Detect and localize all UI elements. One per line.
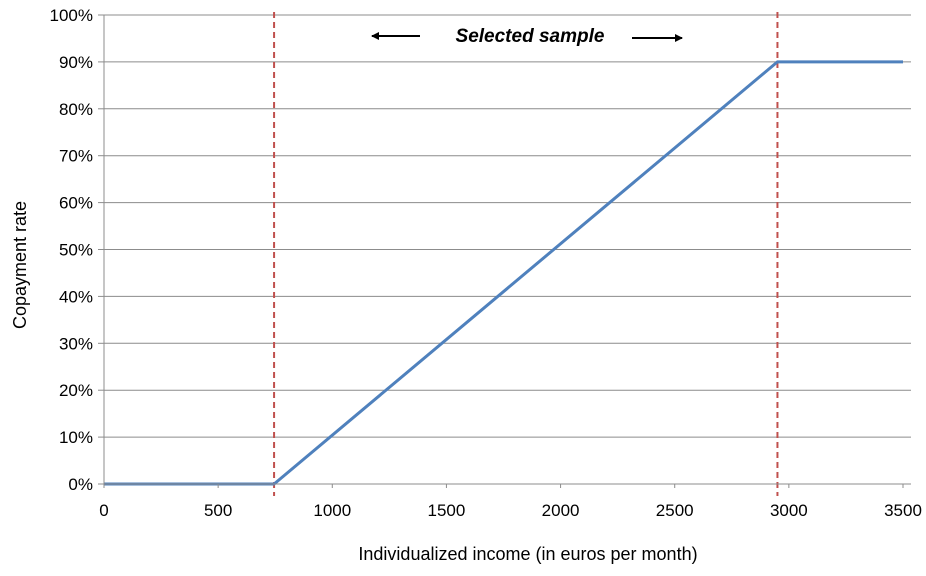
y-tick-label: 100% xyxy=(50,6,93,25)
y-tick-label: 80% xyxy=(59,100,93,119)
x-tick-label: 1000 xyxy=(313,501,351,520)
y-tick-label: 30% xyxy=(59,334,93,353)
y-tick-label: 60% xyxy=(59,194,93,213)
axes xyxy=(98,15,911,488)
x-tick-label: 500 xyxy=(204,501,232,520)
y-tick-label: 10% xyxy=(59,428,93,447)
y-tick-label: 40% xyxy=(59,287,93,306)
x-tick-label: 3000 xyxy=(770,501,808,520)
y-axis-title: Copayment rate xyxy=(10,201,30,329)
copayment-series-line xyxy=(104,62,903,484)
x-axis-title: Individualized income (in euros per mont… xyxy=(358,544,697,564)
x-tick-label: 1500 xyxy=(428,501,466,520)
x-tick-label: 2500 xyxy=(656,501,694,520)
gridlines xyxy=(104,15,911,437)
y-tick-label: 0% xyxy=(68,475,93,494)
x-tick-label: 2000 xyxy=(542,501,580,520)
y-tick-label: 50% xyxy=(59,241,93,260)
x-tick-label: 0 xyxy=(99,501,108,520)
sample-bounds xyxy=(274,12,777,496)
x-tick-label: 3500 xyxy=(884,501,922,520)
tick-labels: 0% 10% 20% 30% 40% 50% 60% 70% 80% 90% 100% 0 500 100… xyxy=(50,6,922,520)
series xyxy=(104,62,903,484)
y-tick-label: 70% xyxy=(59,147,93,166)
selected-sample-label: Selected sample xyxy=(456,26,605,47)
annotation: Selected sample xyxy=(372,26,682,47)
y-tick-label: 20% xyxy=(59,381,93,400)
y-tick-label: 90% xyxy=(59,53,93,72)
